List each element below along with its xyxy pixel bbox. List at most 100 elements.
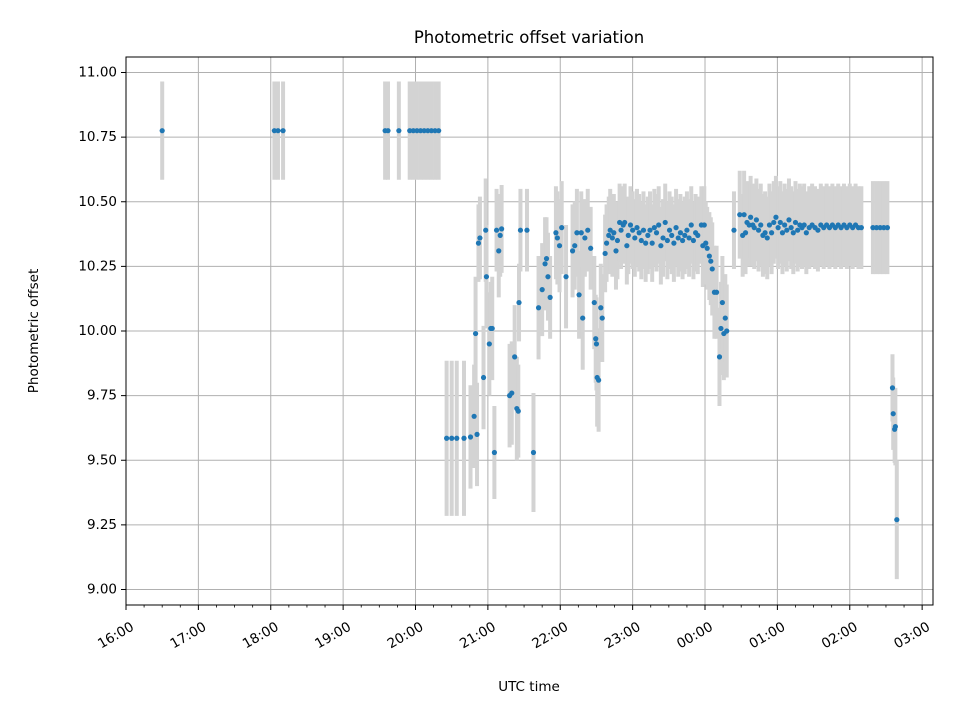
data-point bbox=[643, 240, 649, 246]
data-point bbox=[755, 227, 762, 233]
data-point bbox=[432, 128, 438, 134]
data-point bbox=[524, 227, 530, 233]
data-point bbox=[858, 225, 864, 231]
data-point bbox=[563, 274, 569, 280]
data-point bbox=[486, 341, 492, 347]
y-tick-label: 10.00 bbox=[78, 323, 117, 339]
data-point bbox=[602, 250, 608, 257]
data-point bbox=[542, 261, 548, 267]
data-point bbox=[695, 232, 701, 238]
data-point bbox=[656, 222, 662, 228]
data-point bbox=[396, 128, 402, 134]
data-point bbox=[585, 227, 591, 233]
data-point bbox=[753, 217, 760, 223]
data-point bbox=[748, 214, 754, 220]
data-point bbox=[758, 222, 764, 228]
data-point bbox=[771, 219, 777, 226]
data-point bbox=[713, 289, 720, 295]
data-point bbox=[751, 225, 757, 231]
data-point bbox=[425, 128, 431, 134]
data-point bbox=[690, 237, 697, 244]
data-point bbox=[624, 243, 630, 249]
data-point bbox=[622, 219, 628, 226]
data-point bbox=[649, 240, 655, 246]
data-point bbox=[664, 237, 670, 244]
data-point bbox=[686, 235, 692, 241]
data-point bbox=[491, 449, 497, 456]
data-point bbox=[731, 227, 737, 233]
data-point bbox=[889, 385, 896, 391]
data-point bbox=[436, 128, 442, 134]
data-point bbox=[417, 128, 424, 134]
data-point bbox=[762, 230, 768, 236]
data-point bbox=[275, 128, 281, 134]
data-point bbox=[493, 227, 500, 233]
data-point bbox=[588, 245, 594, 251]
data-point bbox=[576, 292, 582, 298]
data-point bbox=[873, 225, 880, 231]
data-point bbox=[627, 222, 634, 228]
y-tick-label: 11.00 bbox=[78, 65, 117, 81]
y-tick-label: 9.00 bbox=[87, 581, 117, 597]
data-point bbox=[480, 374, 487, 381]
data-point bbox=[454, 435, 460, 441]
data-point bbox=[677, 230, 684, 236]
data-point bbox=[483, 274, 490, 280]
data-point bbox=[673, 225, 679, 231]
data-point bbox=[666, 227, 673, 233]
data-point bbox=[614, 237, 621, 244]
data-point bbox=[407, 128, 413, 134]
data-point bbox=[675, 235, 681, 241]
data-point bbox=[724, 328, 730, 334]
data-point bbox=[708, 258, 714, 264]
data-point bbox=[719, 299, 725, 306]
data-point bbox=[890, 411, 896, 417]
data-point bbox=[578, 230, 584, 236]
data-point bbox=[801, 222, 807, 228]
data-point bbox=[582, 235, 588, 241]
data-point bbox=[496, 248, 502, 254]
data-point bbox=[684, 227, 690, 233]
data-point bbox=[632, 235, 638, 241]
data-point bbox=[784, 227, 790, 233]
data-point bbox=[606, 232, 612, 238]
data-point bbox=[662, 219, 668, 226]
data-point bbox=[609, 235, 615, 241]
data-point bbox=[574, 230, 580, 236]
data-point bbox=[449, 435, 455, 441]
data-point bbox=[569, 248, 576, 254]
data-point bbox=[512, 354, 518, 360]
data-point bbox=[701, 222, 707, 228]
data-point bbox=[679, 237, 686, 244]
data-point bbox=[483, 227, 489, 233]
data-point bbox=[535, 305, 542, 311]
data-point bbox=[636, 230, 642, 236]
data-point bbox=[894, 517, 900, 523]
y-axis-ticks: 9.00 9.25 9.50 9.75 10.00 10.25 10.50 10.75 11.0… bbox=[78, 65, 126, 597]
data-point bbox=[795, 227, 801, 233]
data-point bbox=[682, 232, 688, 238]
data-point bbox=[653, 230, 660, 236]
data-point bbox=[792, 219, 799, 226]
data-point bbox=[607, 227, 613, 233]
data-point bbox=[884, 225, 891, 231]
data-point bbox=[516, 299, 522, 306]
data-point bbox=[543, 256, 550, 262]
data-point bbox=[515, 408, 521, 414]
data-point bbox=[773, 214, 779, 220]
data-point bbox=[547, 294, 553, 300]
data-point bbox=[640, 227, 647, 233]
data-point bbox=[638, 237, 644, 244]
data-point bbox=[599, 315, 605, 321]
data-point bbox=[881, 225, 887, 231]
y-tick-label: 9.50 bbox=[87, 452, 117, 468]
data-point bbox=[688, 222, 694, 228]
data-point bbox=[704, 245, 710, 251]
y-tick-label: 10.25 bbox=[78, 258, 117, 274]
data-point bbox=[471, 413, 477, 419]
data-point bbox=[737, 212, 743, 218]
data-point bbox=[410, 128, 416, 134]
data-point bbox=[625, 232, 631, 238]
data-point bbox=[467, 434, 474, 440]
data-point bbox=[280, 128, 286, 134]
